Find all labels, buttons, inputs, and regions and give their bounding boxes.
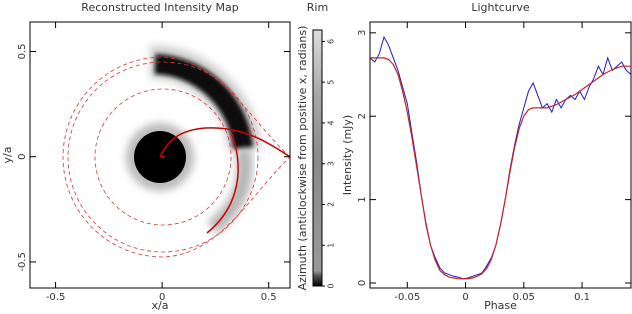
map-frame bbox=[29, 21, 291, 289]
y-axis-label: Intensity (mJy) bbox=[341, 115, 354, 195]
y-tick-label: 0 bbox=[327, 283, 336, 288]
x-tick-label: -0.05 bbox=[394, 292, 420, 303]
y-tick-label: 3 bbox=[327, 161, 336, 166]
colorbar-frame bbox=[312, 29, 323, 287]
x-tick-label: 0.5 bbox=[261, 292, 277, 303]
y-axis-label: Azimuth (anticlockwise from positive x, … bbox=[296, 26, 309, 291]
y-tick-label: 0 bbox=[357, 280, 368, 286]
colorbar bbox=[313, 30, 322, 286]
y-tick-label: 0.5 bbox=[17, 44, 28, 60]
panel-title: Lightcurve bbox=[471, 1, 530, 14]
intensity-map bbox=[62, 44, 290, 258]
x-tick-label: 0.1 bbox=[574, 292, 590, 303]
lightcurve-frame bbox=[369, 21, 632, 289]
y-tick-label: 5 bbox=[327, 80, 336, 85]
x-axis-label: x/a bbox=[152, 299, 169, 312]
series-line bbox=[370, 57, 631, 280]
y-tick-label: -0.5 bbox=[17, 252, 28, 272]
x-tick-label: 0 bbox=[159, 292, 165, 303]
y-tick-label: 4 bbox=[327, 120, 336, 125]
x-tick-label: -0.5 bbox=[46, 292, 66, 303]
x-tick-label: 0 bbox=[462, 292, 468, 303]
panel-title: Rim bbox=[307, 1, 328, 14]
y-tick-label: 0 bbox=[17, 153, 28, 159]
y-tick-label: 1 bbox=[357, 196, 368, 202]
y-axis-label: y/a bbox=[1, 147, 14, 164]
series-line bbox=[369, 35, 632, 280]
panel-title: Reconstructed Intensity Map bbox=[81, 1, 238, 14]
x-axis-label: Phase bbox=[484, 299, 517, 312]
y-tick-label: 2 bbox=[357, 113, 368, 119]
y-tick-label: 3 bbox=[357, 30, 368, 36]
y-tick-label: 2 bbox=[327, 202, 336, 207]
y-tick-label: 6 bbox=[327, 39, 336, 44]
y-tick-label: 1 bbox=[327, 243, 336, 248]
x-tick-label: 0.05 bbox=[513, 292, 535, 303]
